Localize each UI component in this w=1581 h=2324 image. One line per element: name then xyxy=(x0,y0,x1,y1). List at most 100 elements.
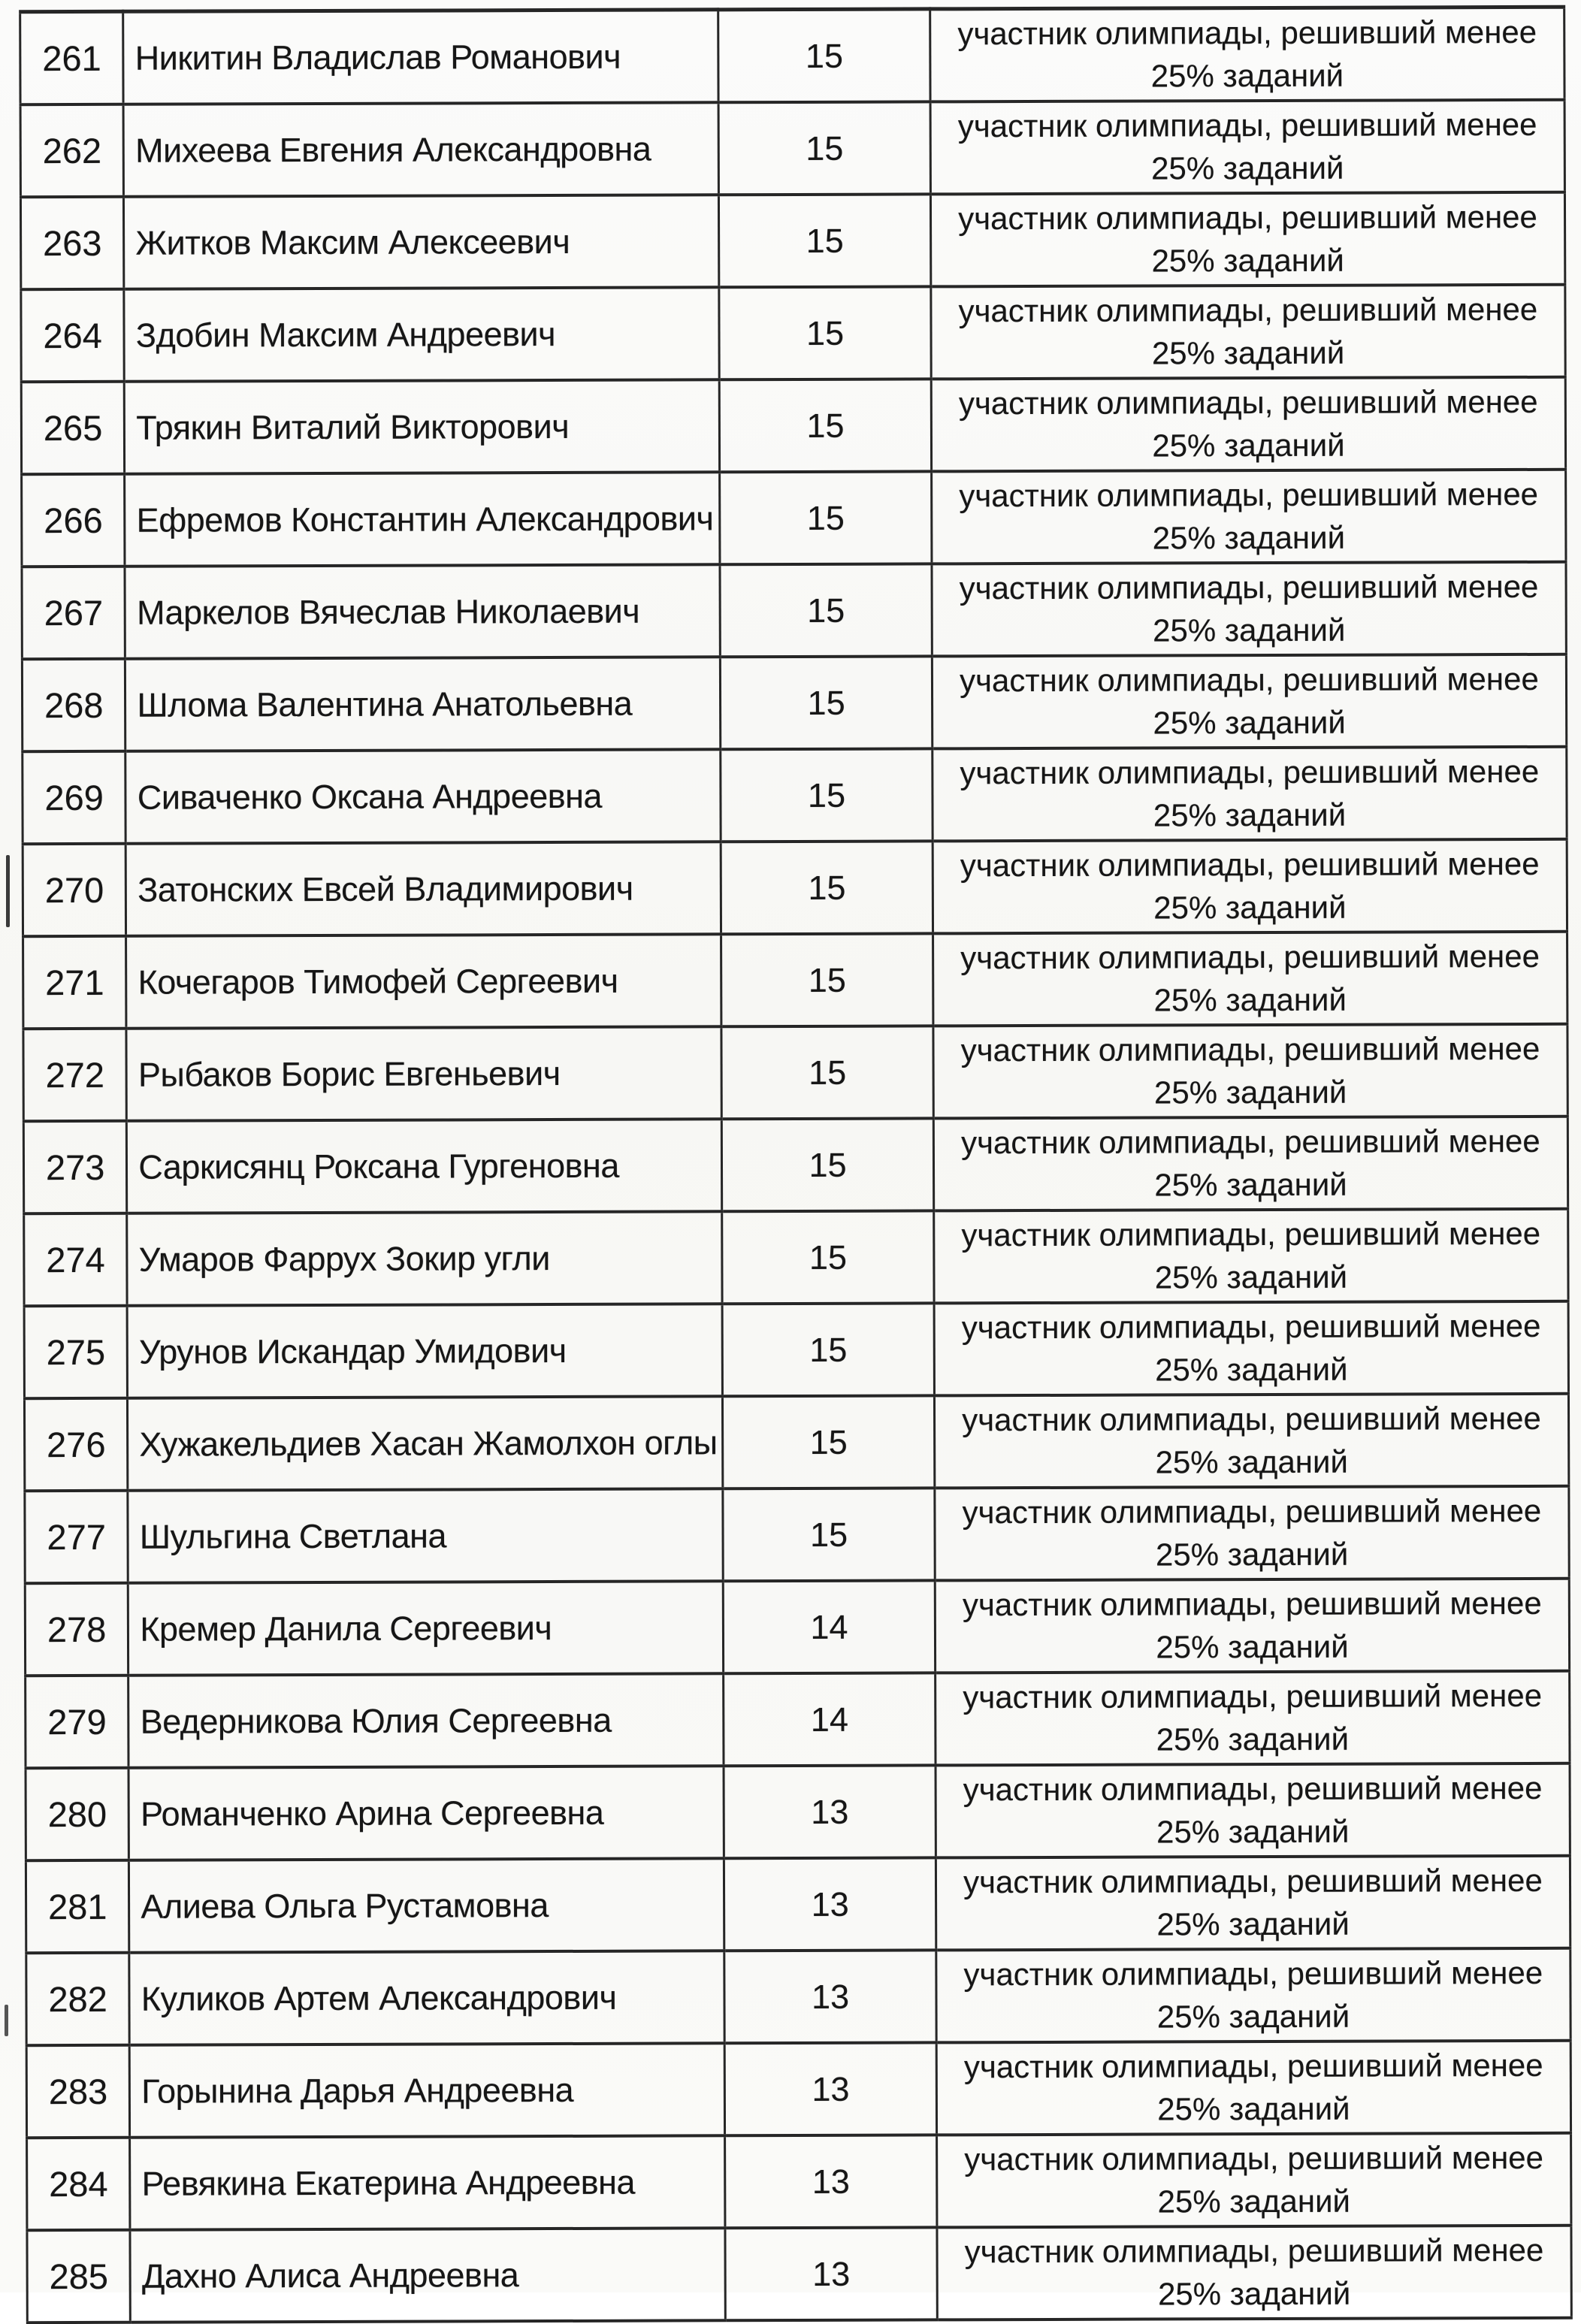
scan-artifact-1 xyxy=(6,855,10,927)
row-number-cell: 277 xyxy=(25,1491,128,1583)
row-number-cell: 262 xyxy=(20,104,124,197)
status-line-1: участник олимпиады, решивший менее xyxy=(964,2047,1543,2084)
status-line-1: участник олимпиады, решивший менее xyxy=(963,1585,1542,1622)
score-cell: 15 xyxy=(718,9,930,102)
status-line-2: 25% заданий xyxy=(1156,1813,1349,1849)
score-cell: 15 xyxy=(720,564,932,657)
score-cell: 15 xyxy=(723,1395,935,1488)
table-row: 267 Маркелов Вячеслав Николаевич 15 учас… xyxy=(22,562,1566,659)
score-cell: 15 xyxy=(721,748,933,842)
status-line-2: 25% заданий xyxy=(1156,1536,1348,1572)
status-line-2: 25% заданий xyxy=(1154,1166,1347,1202)
row-number-cell: 261 xyxy=(20,11,124,104)
score-cell: 15 xyxy=(719,379,931,472)
score-cell: 14 xyxy=(724,1673,936,1766)
table-row: 270 Затонских Евсей Владимирович 15 учас… xyxy=(23,839,1567,936)
row-number-cell: 280 xyxy=(26,1768,129,1860)
status-line-2: 25% заданий xyxy=(1158,2183,1350,2219)
participant-name-cell: Урунов Искандар Умидович xyxy=(127,1304,722,1398)
status-line-1: участник олимпиады, решивший менее xyxy=(960,661,1539,698)
row-number-cell: 264 xyxy=(21,289,125,382)
status-line-2: 25% заданий xyxy=(1156,1628,1348,1664)
status-line-2: 25% заданий xyxy=(1153,704,1345,740)
score-cell: 13 xyxy=(725,2227,937,2320)
participant-name-cell: Рыбаков Борис Евгеньевич xyxy=(126,1026,721,1120)
status-cell: участник олимпиады, решивший менее 25% за… xyxy=(931,285,1565,379)
status-line-2: 25% заданий xyxy=(1152,334,1344,370)
status-line-2: 25% заданий xyxy=(1158,2275,1350,2311)
status-cell: участник олимпиады, решивший менее 25% за… xyxy=(930,100,1564,195)
table-row: 276 Хужакельдиев Хасан Жамолхон оглы 15 … xyxy=(24,1394,1568,1491)
status-line-2: 25% заданий xyxy=(1153,889,1346,925)
table-row: 266 Ефремов Константин Александрович 15 … xyxy=(22,470,1566,567)
table-row: 275 Урунов Искандар Умидович 15 участник… xyxy=(24,1301,1568,1398)
table-row: 262 Михеева Евгения Александровна 15 уча… xyxy=(20,100,1564,197)
table-row: 282 Куликов Артем Александрович 13 участ… xyxy=(26,1948,1570,2045)
score-cell: 15 xyxy=(719,286,931,379)
participant-name-cell: Ефремов Константин Александрович xyxy=(125,472,720,566)
table-row: 265 Трякин Виталий Викторович 15 участни… xyxy=(21,377,1565,474)
table-row: 261 Никитин Владислав Романович 15 участ… xyxy=(20,7,1564,104)
row-number-cell: 267 xyxy=(22,567,125,659)
table-row: 271 Кочегаров Тимофей Сергеевич 15 участ… xyxy=(23,932,1567,1029)
participant-name-cell: Здобин Максим Андреевич xyxy=(124,287,719,381)
row-number-cell: 276 xyxy=(24,1398,128,1491)
participant-name-cell: Кочегаров Тимофей Сергеевич xyxy=(126,934,721,1028)
status-line-1: участник олимпиады, решивший менее xyxy=(963,1955,1543,1992)
participant-name-cell: Кремер Данила Сергеевич xyxy=(128,1581,724,1675)
score-cell: 13 xyxy=(725,2135,937,2228)
status-line-1: участник олимпиады, решивший менее xyxy=(961,1123,1540,1160)
score-cell: 15 xyxy=(723,1488,935,1581)
row-number-cell: 265 xyxy=(21,382,125,474)
row-number-cell: 285 xyxy=(27,2230,131,2322)
table-row: 268 Шлома Валентина Анатольевна 15 участ… xyxy=(22,654,1566,751)
row-number-cell: 263 xyxy=(20,197,124,289)
score-cell: 13 xyxy=(724,1765,936,1858)
status-line-1: участник олимпиады, решивший менее xyxy=(960,938,1540,975)
status-line-2: 25% заданий xyxy=(1153,519,1345,555)
table-row: 283 Горынина Дарья Андреевна 13 участник… xyxy=(26,2041,1570,2138)
status-line-1: участник олимпиады, решивший менее xyxy=(962,1401,1541,1437)
status-line-2: 25% заданий xyxy=(1151,150,1344,186)
row-number-cell: 268 xyxy=(22,659,125,751)
participant-name-cell: Шлома Валентина Анатольевна xyxy=(125,657,721,751)
table-row: 272 Рыбаков Борис Евгеньевич 15 участник… xyxy=(23,1024,1567,1121)
score-cell: 15 xyxy=(721,841,933,934)
participant-name-cell: Умаров Фаррух Зокир угли xyxy=(127,1211,722,1305)
table-row: 263 Житков Максим Алексеевич 15 участник… xyxy=(20,192,1564,289)
participant-name-cell: Хужакельдиев Хасан Жамолхон оглы xyxy=(128,1396,723,1490)
score-cell: 15 xyxy=(718,101,930,195)
status-line-1: участник олимпиады, решивший менее xyxy=(960,754,1539,790)
status-line-2: 25% заданий xyxy=(1157,2090,1350,2126)
status-line-1: участник олимпиады, решивший менее xyxy=(958,107,1537,144)
status-line-1: участник олимпиады, решивший менее xyxy=(958,292,1537,328)
score-cell: 13 xyxy=(724,1857,936,1951)
score-cell: 15 xyxy=(721,1026,933,1119)
status-line-2: 25% заданий xyxy=(1153,612,1345,648)
table-row: 284 Ревякина Екатерина Андреевна 13 учас… xyxy=(27,2133,1571,2230)
score-cell: 15 xyxy=(720,471,932,564)
status-line-2: 25% заданий xyxy=(1155,1259,1347,1295)
row-number-cell: 274 xyxy=(24,1213,128,1306)
status-line-2: 25% заданий xyxy=(1155,1443,1347,1479)
participant-name-cell: Затонских Евсей Владимирович xyxy=(125,842,721,935)
score-cell: 15 xyxy=(722,1303,934,1396)
row-number-cell: 275 xyxy=(24,1306,128,1398)
status-line-2: 25% заданий xyxy=(1151,242,1344,278)
scan-artifact-2 xyxy=(5,2005,8,2036)
status-line-2: 25% заданий xyxy=(1151,57,1344,93)
participant-name-cell: Никитин Владислав Романович xyxy=(123,10,718,104)
